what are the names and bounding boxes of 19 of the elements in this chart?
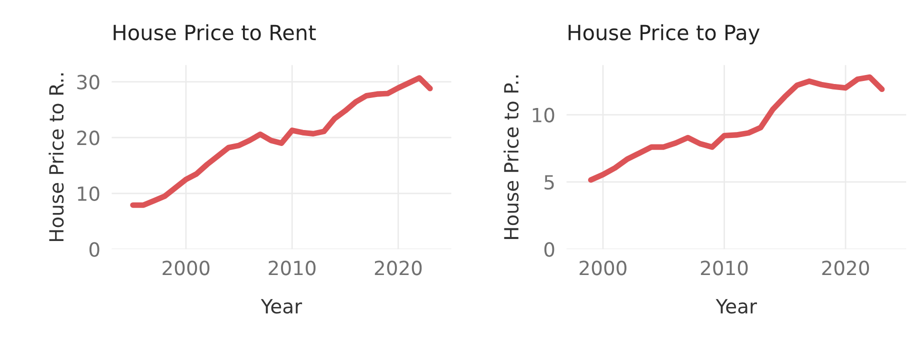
- y-tick-label: 5: [544, 175, 554, 190]
- y-tick-label: 10: [78, 186, 100, 202]
- x-tick-label: 2010: [268, 260, 316, 276]
- y-tick-label: 20: [77, 130, 100, 146]
- x-tick-label: 2020: [822, 260, 869, 276]
- y-tick-label: 0: [544, 242, 554, 257]
- y-axis-title: House Price to R..: [48, 73, 64, 242]
- y-axis-title: House Price to P..: [504, 75, 519, 239]
- x-axis-title: Year: [260, 299, 302, 314]
- chart-title: House Price to Rent: [114, 24, 316, 40]
- x-tick-label: 2000: [162, 260, 210, 276]
- x-tick-label: 2020: [374, 260, 422, 276]
- y-tick-label: 0: [89, 242, 100, 257]
- x-tick-label: 2010: [700, 260, 748, 276]
- x-tick-label: 2000: [580, 260, 626, 276]
- y-tick-label: 30: [77, 74, 100, 90]
- x-axis-title: Year: [716, 299, 757, 314]
- chart-title: House Price to Pay: [568, 24, 760, 44]
- y-tick-label: 10: [532, 108, 554, 122]
